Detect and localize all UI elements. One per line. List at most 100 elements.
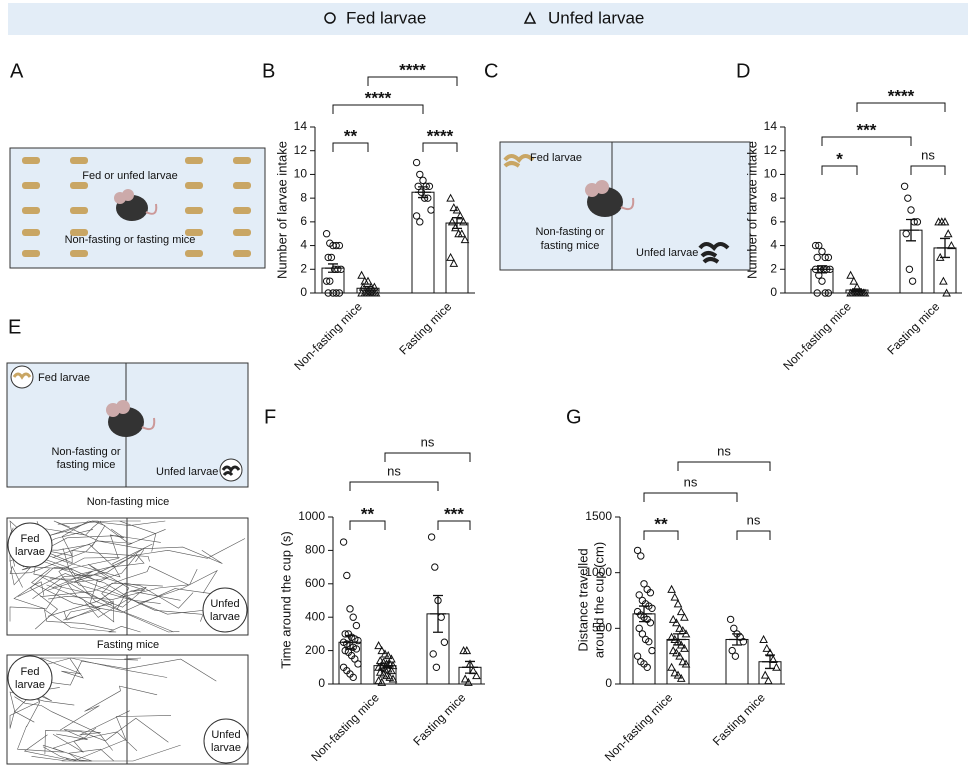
panel-label: A — [10, 60, 24, 82]
y-tick-label: 6 — [300, 214, 307, 228]
cup-label: larvae — [15, 679, 45, 691]
significance-bracket — [821, 136, 912, 146]
cup — [202, 587, 248, 633]
diagram-label: Non-fasting or fasting mice — [65, 234, 196, 246]
data-point — [670, 668, 680, 677]
data-point — [416, 218, 424, 226]
data-point — [357, 270, 366, 279]
track — [56, 710, 130, 740]
significance-bracket — [677, 461, 771, 471]
error-bar — [325, 263, 341, 273]
data-point — [726, 615, 735, 624]
data-point — [416, 170, 424, 179]
data-point — [446, 193, 455, 202]
data-point — [339, 538, 348, 546]
significance-bracket — [422, 142, 458, 152]
track — [40, 565, 190, 597]
y-tick-label: 4 — [300, 238, 307, 252]
data-point — [648, 646, 656, 655]
cup — [7, 655, 53, 701]
x-tick-label: Non-fasting mice — [780, 299, 854, 373]
data-point — [824, 289, 833, 297]
larva — [22, 229, 40, 236]
panel-label: G — [566, 406, 582, 428]
significance-bracket — [384, 452, 471, 462]
data-point — [739, 637, 748, 646]
track — [63, 579, 115, 623]
track — [43, 658, 217, 686]
y-tick-label: 1500 — [585, 509, 612, 523]
y-tick-label: 600 — [305, 576, 325, 590]
data-point — [327, 253, 336, 262]
legend-box — [8, 3, 968, 35]
y-axis-label: Time around the cup (s) — [278, 531, 293, 669]
significance-bracket — [643, 492, 738, 502]
track — [9, 541, 96, 588]
larva — [70, 207, 88, 214]
data-point — [462, 646, 472, 655]
data-point — [672, 618, 681, 627]
data-point — [633, 546, 642, 555]
data-point — [675, 651, 684, 660]
data-point — [349, 613, 357, 621]
error-bar — [462, 660, 478, 674]
significance-label: **** — [365, 88, 392, 107]
track — [48, 568, 198, 600]
data-point — [667, 584, 676, 593]
cup-label: Unfed — [210, 598, 239, 610]
data-point — [349, 673, 357, 682]
track — [33, 554, 174, 633]
larvae-icons — [22, 157, 251, 257]
data-point — [815, 271, 823, 279]
track — [9, 560, 39, 586]
data-point — [427, 206, 435, 214]
data-point — [821, 253, 829, 262]
data-point — [675, 623, 684, 632]
data-point — [668, 646, 678, 655]
x-tick-label: Fasting mice — [710, 690, 768, 748]
data-point — [680, 643, 689, 652]
error-bar — [762, 654, 778, 670]
significance-label: *** — [857, 120, 877, 139]
y-tick-label: 2 — [770, 261, 777, 275]
data-point — [846, 270, 855, 279]
error-bar — [415, 186, 431, 199]
error-bar — [342, 634, 358, 650]
larva — [22, 207, 40, 214]
mouse-icon — [585, 180, 635, 217]
larva — [185, 250, 203, 257]
error-bar — [360, 285, 376, 291]
significance-label: ns — [684, 474, 698, 489]
y-tick-label: 0 — [300, 285, 307, 299]
data-point — [681, 629, 691, 638]
data-point — [385, 672, 395, 681]
y-tick-label: 14 — [764, 119, 778, 133]
legend-label: Fed larvae — [346, 8, 426, 27]
error-bar — [449, 217, 465, 230]
significance-label: ** — [344, 126, 358, 145]
data-point — [813, 289, 821, 297]
diagram-label: fasting mice — [541, 240, 600, 252]
mouse-icon — [106, 400, 156, 437]
data-point — [460, 674, 470, 683]
data-point — [335, 241, 344, 250]
y-tick-label: 2 — [300, 261, 307, 275]
cup — [203, 718, 249, 764]
data-point — [768, 654, 778, 664]
panel-label: E — [8, 316, 21, 338]
data-point — [670, 592, 680, 601]
y-tick-label: 10 — [294, 167, 308, 181]
data-point — [859, 288, 868, 297]
data-point — [370, 288, 379, 297]
track — [57, 520, 157, 552]
error-bar — [430, 594, 446, 633]
track — [53, 520, 166, 546]
x-tick-label: Fasting mice — [884, 299, 942, 357]
significance-label: * — [836, 149, 843, 168]
diagram-label: Fed larvae — [530, 152, 582, 164]
larvae-icon — [698, 242, 730, 264]
data-point — [673, 670, 683, 679]
error-bar — [670, 633, 686, 646]
x-tick-label: Non-fasting mice — [602, 690, 676, 764]
